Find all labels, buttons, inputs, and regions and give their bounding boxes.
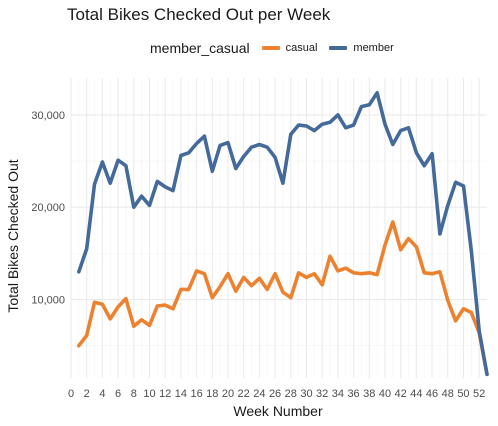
grid-major	[70, 78, 487, 378]
x-tick-label: 26	[269, 388, 281, 400]
x-tick-label: 18	[206, 388, 218, 400]
x-tick-label: 30	[300, 388, 312, 400]
x-tick-label: 44	[410, 388, 422, 400]
x-tick-label: 0	[68, 388, 74, 400]
x-tick-label: 48	[442, 388, 454, 400]
series-layer	[77, 91, 489, 377]
x-tick-label: 20	[222, 388, 234, 400]
x-tick-label: 50	[457, 388, 469, 400]
x-tick-label: 4	[99, 388, 105, 400]
x-axis-title: Week Number	[233, 403, 323, 419]
x-tick-label: 2	[84, 388, 90, 400]
x-tick-label: 24	[253, 388, 265, 400]
x-tick-label: 8	[131, 388, 137, 400]
legend-label-casual: casual	[285, 42, 318, 54]
x-tick-label: 38	[363, 388, 375, 400]
series-line-member	[77, 91, 489, 377]
x-tick-label: 36	[347, 388, 359, 400]
x-tick-label: 14	[175, 388, 187, 400]
x-tick-label: 40	[379, 388, 391, 400]
x-tick-label: 12	[159, 388, 171, 400]
legend-item-member: member	[329, 42, 399, 54]
x-tick-label: 28	[285, 388, 297, 400]
legend: member_casual casual member	[150, 40, 400, 56]
legend-swatch-casual	[261, 46, 280, 50]
series-line-casual	[77, 220, 489, 377]
x-tick-label: 6	[115, 388, 121, 400]
y-tick-labels: 10,000 20,000 30,000	[31, 110, 65, 307]
x-tick-label: 10	[143, 388, 155, 400]
x-tick-label: 42	[395, 388, 407, 400]
x-tick-label: 52	[473, 388, 485, 400]
legend-label-member: member	[353, 42, 394, 54]
y-tick-label: 10,000	[31, 295, 65, 307]
x-tick-label: 46	[426, 388, 438, 400]
x-tick-label: 34	[332, 388, 344, 400]
chart-title: Total Bikes Checked Out per Week	[67, 5, 331, 24]
y-axis-title: Total Bikes Checked Out	[5, 159, 21, 312]
legend-swatch-member	[329, 46, 348, 50]
x-tick-label: 32	[316, 388, 328, 400]
y-tick-label: 20,000	[31, 202, 65, 214]
x-tick-labels: 0 2 4 6 8 10 12 14 16 18 20 22 24 26 28 30 32 34 36 38 40 42 4…	[68, 388, 485, 400]
x-tick-label: 16	[190, 388, 202, 400]
legend-item-casual: casual	[261, 42, 324, 54]
legend-title: member_casual	[150, 40, 250, 56]
x-tick-label: 22	[238, 388, 250, 400]
y-tick-label: 30,000	[31, 110, 65, 122]
